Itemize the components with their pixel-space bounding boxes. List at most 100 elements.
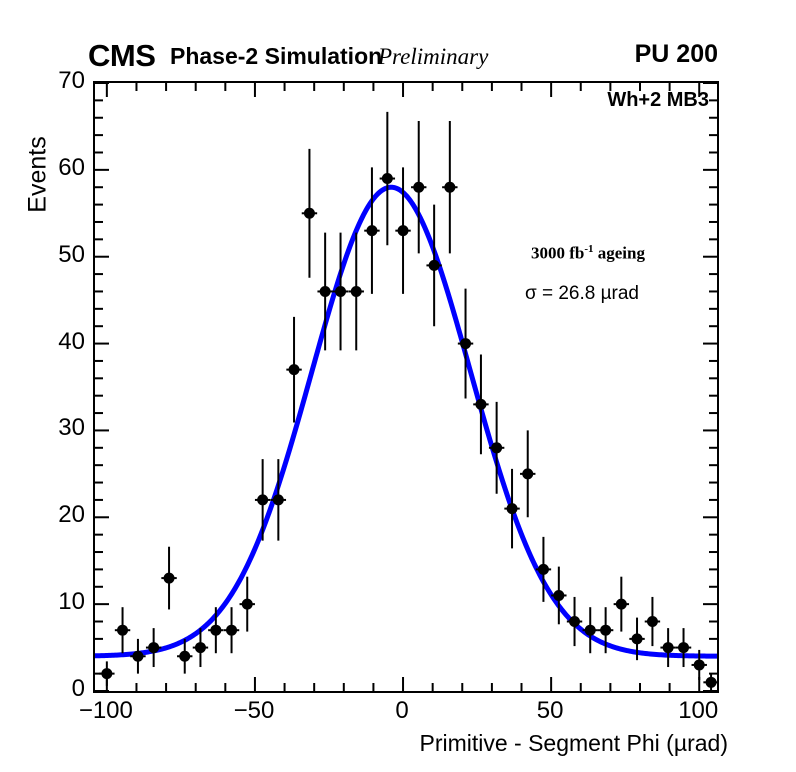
- data-point: [145, 628, 162, 668]
- marker: [381, 173, 393, 185]
- chamber-label: Wh+2 MB3: [607, 89, 709, 111]
- data-point: [411, 121, 427, 254]
- data-point: [301, 148, 318, 278]
- marker: [303, 207, 315, 219]
- marker: [101, 668, 113, 680]
- data-point: [99, 661, 115, 686]
- preliminary-label: Preliminary: [378, 44, 489, 69]
- data-point: [395, 167, 411, 294]
- y-tick-label: 20: [58, 501, 85, 529]
- marker: [600, 624, 612, 636]
- ageing-exponent: -1: [584, 243, 594, 255]
- data-point: [691, 649, 707, 680]
- marker: [366, 225, 378, 237]
- simulation-label: Phase-2 Simulation: [170, 43, 383, 69]
- marker: [693, 659, 705, 671]
- marker: [491, 442, 503, 454]
- data-point: [192, 628, 209, 668]
- marker: [460, 338, 472, 350]
- y-tick-label: 10: [58, 588, 85, 616]
- y-tick-label: 70: [58, 67, 85, 94]
- marker: [319, 285, 331, 297]
- marker: [662, 642, 674, 654]
- data-point: [504, 468, 520, 549]
- x-tick-label: 50: [536, 697, 564, 724]
- marker: [569, 616, 581, 628]
- ageing-label: 3000 fb-1 ageing: [531, 243, 645, 264]
- data-point: [703, 673, 717, 691]
- marker: [584, 624, 596, 636]
- data-point: [239, 576, 255, 632]
- marker: [506, 503, 518, 515]
- data-point: [675, 628, 692, 668]
- data-point: [161, 546, 177, 610]
- data-point: [644, 596, 661, 647]
- marker: [397, 225, 409, 237]
- cms-logo-text: CMS: [88, 38, 156, 73]
- data-point: [551, 566, 567, 625]
- y-tick-label: 50: [58, 240, 85, 268]
- marker: [257, 494, 269, 506]
- x-axis-title: Primitive - Segment Phi (µrad): [419, 730, 728, 756]
- marker: [522, 468, 534, 480]
- marker: [678, 642, 690, 654]
- data-point: [130, 638, 146, 674]
- data-point: [177, 638, 193, 674]
- axis-ticks: [95, 83, 717, 691]
- x-tick-label: −50: [233, 697, 275, 724]
- data-point: [270, 459, 287, 541]
- marker: [210, 624, 222, 636]
- marker: [179, 650, 191, 662]
- marker: [335, 285, 347, 297]
- data-point: [597, 607, 614, 654]
- marker: [631, 633, 643, 645]
- data-point: [114, 607, 131, 654]
- data-point: [613, 576, 630, 632]
- y-tick-label: 40: [58, 327, 85, 355]
- y-tick-label: 60: [58, 153, 85, 181]
- data-point: [426, 204, 442, 327]
- data-point: [379, 111, 396, 246]
- data-point: [223, 607, 240, 654]
- data-point: [457, 288, 474, 399]
- data-point: [629, 617, 645, 661]
- pileup-label: PU 200: [634, 40, 718, 68]
- y-tick-label: 0: [71, 675, 85, 702]
- marker: [475, 398, 487, 410]
- sigma-label: σ = 26.8 µrad: [524, 283, 639, 304]
- data-points-group: [99, 111, 717, 691]
- plot-frame: Wh+2 MB3 3000 fb-1 ageing σ = 26.8 µrad: [93, 81, 719, 693]
- data-point: [317, 232, 333, 351]
- gaussian-fit-curve: [95, 184, 717, 659]
- marker: [553, 589, 565, 601]
- plot-svg: [95, 83, 717, 691]
- ageing-suffix: ageing: [593, 243, 645, 263]
- marker: [413, 181, 425, 193]
- data-point: [566, 596, 583, 647]
- data-point: [332, 232, 349, 351]
- x-tick-label: 0: [395, 697, 409, 724]
- marker: [288, 364, 300, 376]
- data-point: [254, 459, 271, 541]
- data-point: [535, 536, 552, 602]
- data-point: [208, 607, 224, 654]
- marker: [148, 642, 160, 654]
- x-tick-label: −100: [78, 697, 133, 724]
- marker: [350, 285, 362, 297]
- marker: [646, 616, 658, 628]
- data-point: [286, 316, 302, 423]
- plot-header: CMS Phase-2 Simulation Preliminary PU 20…: [0, 0, 796, 80]
- marker: [132, 650, 144, 662]
- marker: [194, 642, 206, 654]
- marker: [537, 563, 549, 575]
- marker: [428, 259, 440, 271]
- data-point: [364, 167, 380, 294]
- marker: [163, 572, 175, 584]
- marker: [272, 494, 284, 506]
- ageing-lumi: 3000 fb: [530, 243, 585, 263]
- data-point: [442, 121, 458, 254]
- data-point: [488, 401, 505, 494]
- marker: [226, 624, 238, 636]
- data-point: [348, 232, 364, 351]
